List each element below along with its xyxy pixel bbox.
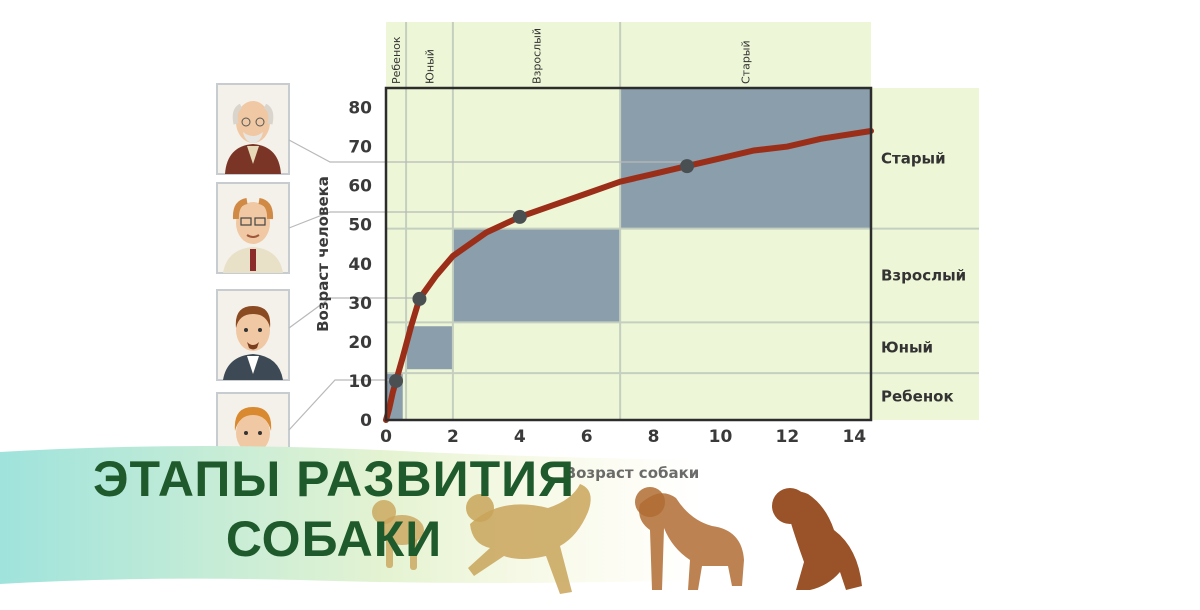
middle-aged-man-portrait [216, 182, 290, 274]
x-tick-6: 12 [776, 427, 800, 447]
curve-marker-0 [389, 373, 404, 388]
right-stage-band [871, 88, 979, 420]
dog-illustrations [372, 484, 862, 594]
y-tick-2: 20 [348, 333, 372, 353]
stage-boxes [386, 88, 871, 420]
x-tick-5: 10 [709, 427, 733, 447]
right-stage-label-3: Ребенок [881, 388, 954, 406]
x-tick-2: 4 [514, 427, 526, 447]
y-axis-label: Возраст человека [314, 176, 332, 332]
curve-marker-3 [680, 159, 695, 174]
x-tick-4: 8 [648, 427, 660, 447]
y-axis-ticks: 0 10 20 30 40 50 60 70 80 [348, 99, 372, 431]
x-tick-1: 2 [447, 427, 459, 447]
y-tick-7: 70 [348, 138, 372, 158]
x-axis-ticks: 0 2 4 6 8 10 12 14 [380, 427, 866, 447]
top-stage-band [386, 22, 871, 88]
right-stage-label-0: Старый [881, 149, 946, 167]
y-tick-4: 40 [348, 255, 372, 275]
portraits [216, 83, 290, 484]
adult-dog-icon [635, 487, 744, 590]
banner-title-line1: ЭТАПЫ РАЗВИТИЯ [93, 451, 575, 507]
stage-box-2 [452, 228, 621, 323]
stage-box-1 [406, 326, 453, 370]
y-tick-3: 30 [348, 294, 372, 314]
top-stage-label-0: Ребенок [390, 36, 403, 84]
top-stage-label-2: Взрослый [531, 28, 544, 84]
y-tick-0: 0 [360, 411, 372, 431]
top-stage-label-3: Старый [740, 40, 753, 84]
plot-frame [384, 86, 873, 422]
right-stage-labels: Старый Взрослый Юный Ребенок [881, 149, 966, 405]
portrait-connectors [288, 139, 686, 431]
x-tick-7: 14 [842, 427, 866, 447]
adult-man-portrait [216, 289, 290, 381]
x-tick-3: 6 [581, 427, 593, 447]
y-tick-8: 80 [348, 99, 372, 119]
top-stage-labels: Ребенок Юный Взрослый Старый [390, 28, 753, 84]
stage-box-3 [620, 88, 871, 229]
old-dog-icon [772, 488, 862, 590]
x-axis-label: Возраст собаки [565, 464, 700, 482]
y-tick-6: 60 [348, 177, 372, 197]
right-stage-label-1: Взрослый [881, 266, 966, 284]
y-tick-5: 50 [348, 216, 372, 236]
young-dog-icon [466, 484, 591, 594]
banner-title-line2: СОБАКИ [226, 511, 442, 567]
puppy-icon [372, 500, 424, 570]
right-stage-label-2: Юный [881, 339, 933, 357]
curve-marker-1 [412, 291, 427, 306]
y-tick-1: 10 [348, 372, 372, 392]
x-tick-0: 0 [380, 427, 392, 447]
old-man-portrait [216, 83, 290, 175]
curve-marker-2 [512, 209, 527, 224]
curve-markers [389, 159, 695, 388]
top-stage-label-1: Юный [423, 49, 436, 84]
